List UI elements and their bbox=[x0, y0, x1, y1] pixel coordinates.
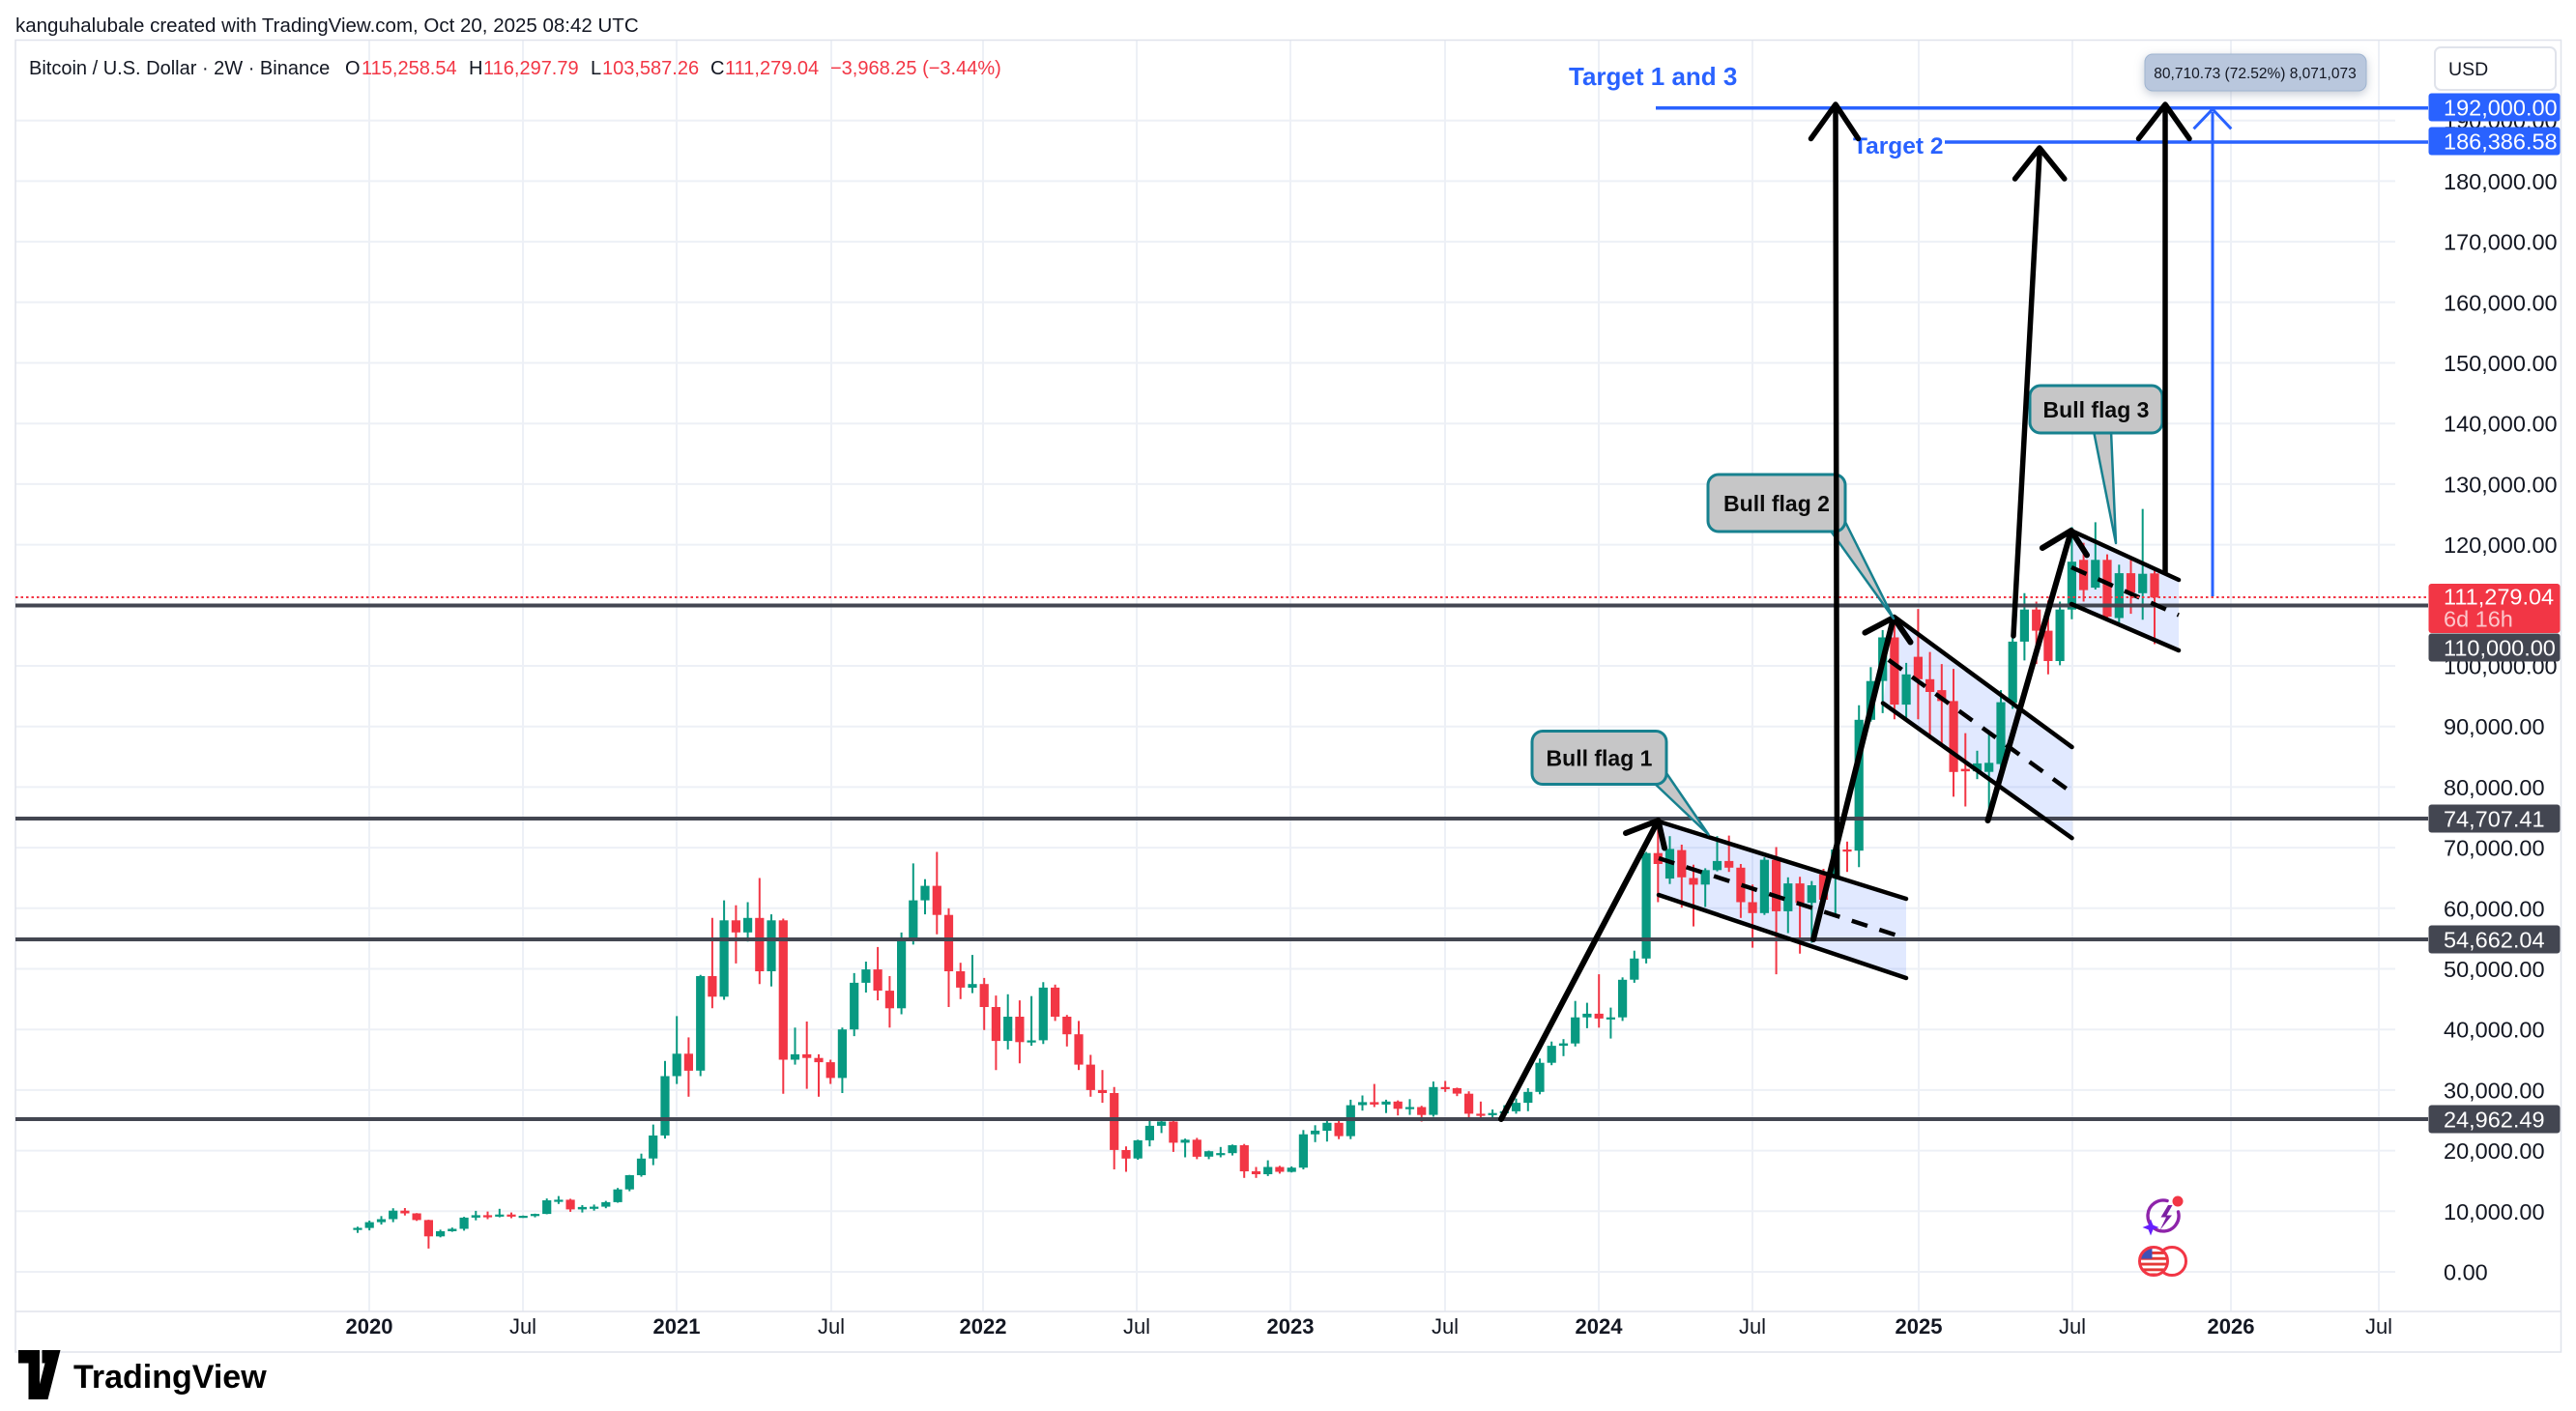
svg-text:Jul: Jul bbox=[1123, 1314, 1150, 1339]
svg-text:2021: 2021 bbox=[653, 1314, 701, 1339]
svg-text:103,587.26: 103,587.26 bbox=[602, 58, 699, 79]
svg-text:Target 1 and 3: Target 1 and 3 bbox=[1569, 62, 1737, 91]
svg-text:C: C bbox=[710, 58, 724, 79]
svg-text:O: O bbox=[345, 58, 361, 79]
svg-text:54,662.04: 54,662.04 bbox=[2444, 928, 2545, 953]
svg-text:6d 16h: 6d 16h bbox=[2444, 607, 2513, 632]
svg-text:80,710.73 (72.52%) 8,071,073: 80,710.73 (72.52%) 8,071,073 bbox=[2154, 66, 2356, 82]
svg-text:L: L bbox=[591, 58, 601, 79]
svg-text:Jul: Jul bbox=[1739, 1314, 1766, 1339]
svg-text:192,000.00: 192,000.00 bbox=[2444, 96, 2558, 121]
svg-text:2025: 2025 bbox=[1896, 1314, 1943, 1339]
svg-text:USD: USD bbox=[2448, 59, 2488, 80]
svg-text:115,258.54: 115,258.54 bbox=[362, 58, 457, 79]
svg-text:186,386.58: 186,386.58 bbox=[2444, 130, 2558, 155]
svg-text:Bull flag 1: Bull flag 1 bbox=[1547, 746, 1653, 771]
svg-text:2022: 2022 bbox=[960, 1314, 1007, 1339]
svg-text:130,000.00: 130,000.00 bbox=[2444, 472, 2558, 497]
svg-text:140,000.00: 140,000.00 bbox=[2444, 412, 2558, 437]
svg-text:90,000.00: 90,000.00 bbox=[2444, 714, 2545, 739]
svg-text:Bull flag 3: Bull flag 3 bbox=[2043, 397, 2150, 422]
svg-text:Jul: Jul bbox=[818, 1314, 845, 1339]
svg-text:0.00: 0.00 bbox=[2444, 1260, 2488, 1285]
svg-text:2024: 2024 bbox=[1576, 1314, 1624, 1339]
svg-text:120,000.00: 120,000.00 bbox=[2444, 533, 2558, 558]
svg-text:74,707.41: 74,707.41 bbox=[2444, 807, 2545, 832]
svg-text:2020: 2020 bbox=[346, 1314, 393, 1339]
svg-text:150,000.00: 150,000.00 bbox=[2444, 351, 2558, 376]
svg-text:116,297.79: 116,297.79 bbox=[483, 58, 579, 79]
svg-text:kanguhalubale created with Tra: kanguhalubale created with TradingView.c… bbox=[15, 14, 639, 37]
svg-text:2026: 2026 bbox=[2208, 1314, 2255, 1339]
svg-text:TradingView: TradingView bbox=[73, 1359, 267, 1396]
svg-text:111,279.04: 111,279.04 bbox=[725, 58, 819, 79]
svg-text:110,000.00: 110,000.00 bbox=[2444, 636, 2556, 661]
svg-text:30,000.00: 30,000.00 bbox=[2444, 1078, 2545, 1103]
svg-text:Target 2: Target 2 bbox=[1853, 133, 1944, 159]
svg-text:Jul: Jul bbox=[1432, 1314, 1459, 1339]
svg-text:60,000.00: 60,000.00 bbox=[2444, 896, 2545, 921]
svg-text:160,000.00: 160,000.00 bbox=[2444, 290, 2558, 315]
svg-text:50,000.00: 50,000.00 bbox=[2444, 957, 2545, 982]
svg-text:70,000.00: 70,000.00 bbox=[2444, 836, 2545, 861]
svg-text:170,000.00: 170,000.00 bbox=[2444, 230, 2558, 255]
svg-text:111,279.04: 111,279.04 bbox=[2444, 585, 2554, 610]
svg-text:Bitcoin / U.S. Dollar · 2W · B: Bitcoin / U.S. Dollar · 2W · Binance bbox=[29, 58, 330, 79]
svg-text:40,000.00: 40,000.00 bbox=[2444, 1018, 2545, 1043]
svg-text:2023: 2023 bbox=[1267, 1314, 1315, 1339]
svg-text:H: H bbox=[469, 58, 482, 79]
svg-text:80,000.00: 80,000.00 bbox=[2444, 775, 2545, 800]
svg-text:−3,968.25 (−3.44%): −3,968.25 (−3.44%) bbox=[830, 58, 1001, 79]
svg-text:Jul: Jul bbox=[2365, 1314, 2392, 1339]
svg-text:Bull flag 2: Bull flag 2 bbox=[1723, 491, 1830, 516]
svg-text:Jul: Jul bbox=[509, 1314, 536, 1339]
svg-text:10,000.00: 10,000.00 bbox=[2444, 1199, 2545, 1224]
svg-text:20,000.00: 20,000.00 bbox=[2444, 1138, 2545, 1164]
svg-text:Jul: Jul bbox=[2059, 1314, 2086, 1339]
svg-text:24,962.49: 24,962.49 bbox=[2444, 1108, 2545, 1133]
svg-text:180,000.00: 180,000.00 bbox=[2444, 169, 2558, 194]
